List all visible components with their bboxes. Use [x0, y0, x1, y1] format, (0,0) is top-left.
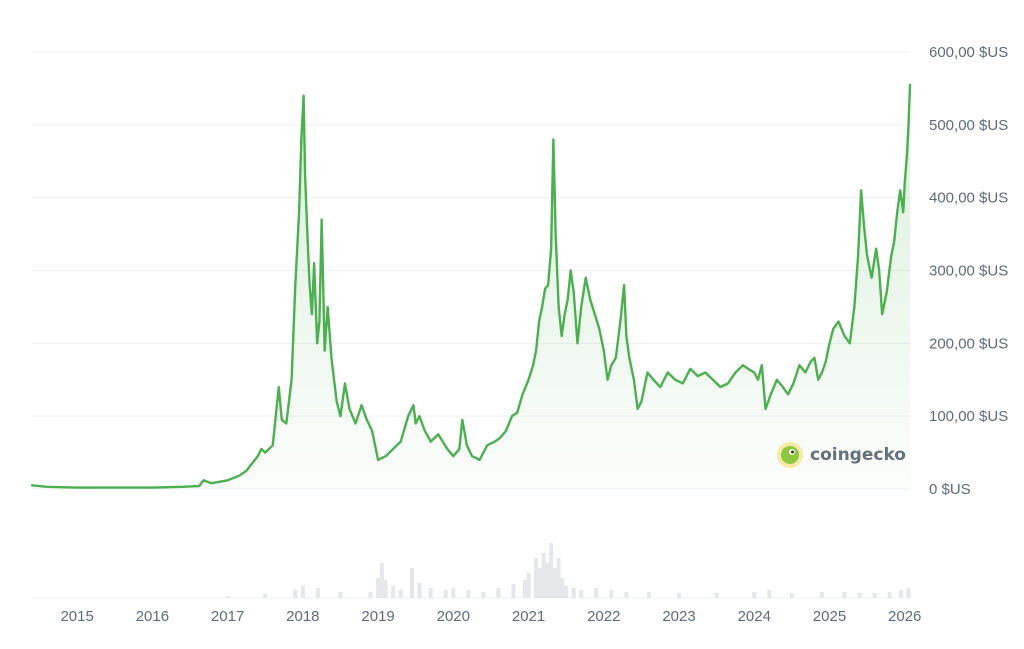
volume-bar: [522, 580, 527, 598]
price-series: [30, 83, 912, 489]
volume-bar: [545, 563, 550, 598]
x-tick-label: 2015: [60, 608, 93, 625]
volume-bar: [609, 590, 614, 598]
volume-bar: [579, 590, 584, 598]
volume-bar: [541, 553, 546, 598]
volume-bar: [887, 592, 892, 598]
volume-bar: [383, 580, 388, 598]
volume-bar: [263, 594, 268, 598]
x-tick-label: 2016: [136, 608, 169, 625]
y-tick-label: 400,00 $US: [929, 190, 1008, 207]
volume-bar: [451, 588, 456, 598]
y-tick-label: 0 $US: [929, 481, 971, 498]
volume-bar: [300, 586, 305, 598]
volume-bar: [398, 590, 403, 598]
volume-bars: [225, 543, 911, 598]
volume-bar: [898, 590, 903, 598]
gecko-logo-icon: [777, 442, 803, 468]
x-tick-label: 2022: [587, 608, 620, 625]
x-tick-label: 2025: [813, 608, 846, 625]
volume-bar: [537, 568, 542, 598]
volume-bar: [368, 592, 373, 598]
volume-bar: [481, 592, 486, 598]
x-tick-label: 2023: [662, 608, 695, 625]
y-tick-label: 200,00 $US: [929, 335, 1008, 352]
volume-bar: [391, 586, 396, 598]
price-area: [32, 84, 910, 490]
y-tick-label: 500,00 $US: [929, 117, 1008, 134]
watermark-text: coingecko: [810, 445, 906, 465]
volume-bar: [819, 592, 824, 598]
volume-bar: [677, 593, 682, 598]
x-tick-label: 2017: [211, 608, 244, 625]
y-tick-label: 300,00 $US: [929, 263, 1008, 280]
volume-bar: [549, 543, 554, 598]
volume-bar: [857, 593, 862, 598]
y-axis: 0 $US 100,00 $US 200,00 $US 300,00 $US 400,0…: [929, 44, 1008, 498]
volume-bar: [526, 573, 531, 598]
volume-bar: [338, 592, 343, 598]
volume-bar: [646, 592, 651, 598]
volume-bar: [315, 588, 320, 598]
volume-bar: [624, 592, 629, 598]
x-tick-label: 2026: [888, 608, 921, 625]
volume-bar: [379, 563, 384, 598]
volume-bar: [466, 590, 471, 598]
x-tick-label: 2021: [512, 608, 545, 625]
volume-bar: [594, 588, 599, 598]
volume-bar: [511, 584, 516, 598]
volume-bar: [872, 593, 877, 598]
volume-bar: [789, 593, 794, 598]
volume-bar: [564, 586, 569, 598]
y-tick-label: 100,00 $US: [929, 408, 1008, 425]
volume-bar: [376, 578, 381, 598]
volume-bar: [556, 558, 561, 598]
y-tick-label: 600,00 $US: [929, 44, 1008, 61]
volume-bar: [714, 593, 719, 598]
volume-bar: [552, 568, 557, 598]
x-tick-label: 2019: [361, 608, 394, 625]
volume-bar: [767, 590, 772, 598]
price-line: [30, 83, 912, 489]
grid-lines: [32, 51, 910, 599]
volume-bar: [428, 588, 433, 598]
volume-bar: [417, 583, 422, 598]
volume-bar: [906, 588, 911, 598]
x-tick-label: 2018: [286, 608, 319, 625]
price-area-fill: [32, 84, 910, 490]
volume-bar: [496, 588, 501, 598]
volume-bar: [293, 590, 298, 598]
volume-bar: [560, 578, 565, 598]
volume-bar: [842, 592, 847, 598]
volume-bar: [225, 596, 230, 598]
volume-bar: [409, 568, 414, 598]
watermark: coingecko: [777, 442, 906, 468]
volume-bar: [534, 558, 539, 598]
x-tick-label: 2020: [437, 608, 470, 625]
x-tick-label: 2024: [738, 608, 771, 625]
volume-bar: [752, 592, 757, 598]
x-axis: 2015 2016 2017 2018 2019 2020 2021 2022 2023 2024…: [60, 608, 921, 625]
volume-bar: [443, 590, 448, 598]
volume-bar: [571, 588, 576, 598]
